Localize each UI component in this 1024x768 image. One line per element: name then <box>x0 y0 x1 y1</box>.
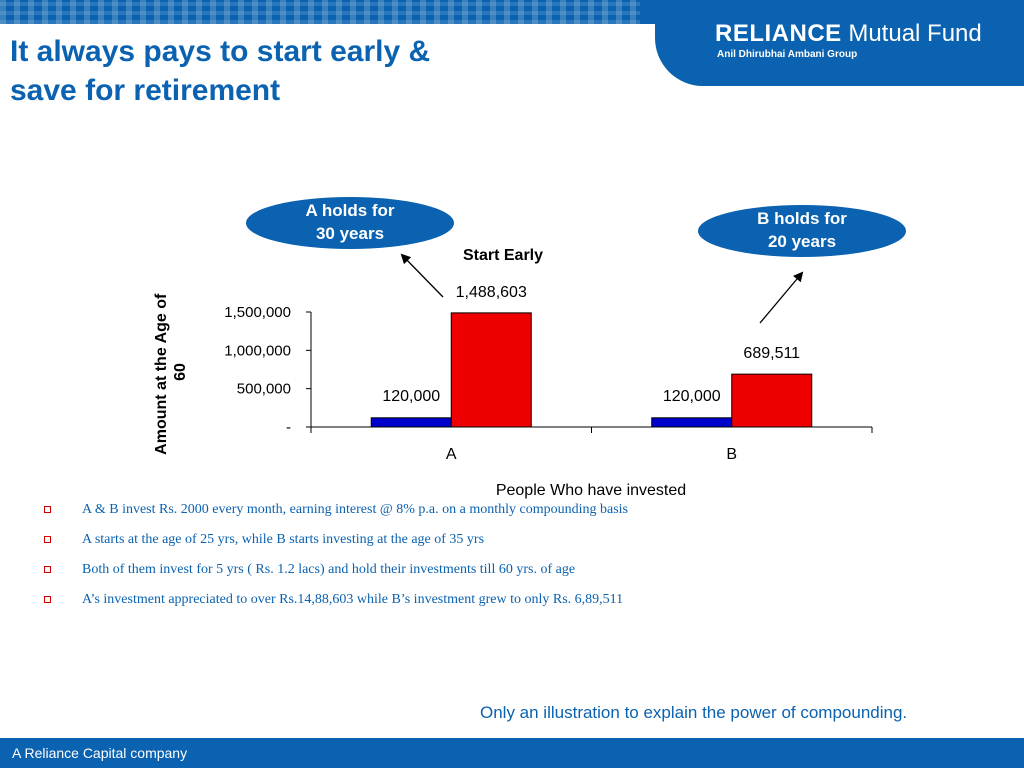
header-pattern <box>0 0 640 24</box>
data-label: 1,488,603 <box>456 284 527 301</box>
y-axis-title-line-1: Amount at the Age of <box>153 293 170 455</box>
chart-title: Start Early <box>463 247 543 264</box>
bullet-item: Both of them invest for 5 yrs ( Rs. 1.2 … <box>44 560 844 590</box>
arrow-a <box>400 253 444 298</box>
data-label: 120,000 <box>663 388 721 405</box>
plot-area: - 500,000 1,000,000 1,500,000 A B 120,000 120,0… <box>224 284 873 463</box>
bullet-square-icon <box>44 506 51 513</box>
bullet-list: A & B invest Rs. 2000 every month, earni… <box>44 500 844 620</box>
bullet-text: A’s investment appreciated to over Rs.14… <box>82 592 624 607</box>
callout-a: A holds for 30 years <box>246 197 454 249</box>
bullet-item: A starts at the age of 25 yrs, while B s… <box>44 530 844 560</box>
bar <box>450 312 532 428</box>
x-tick-label: A <box>446 446 457 463</box>
callout-b-line-1: B holds for <box>757 209 847 228</box>
footnote: Only an illustration to explain the powe… <box>480 703 908 722</box>
title-line-2: save for retirement <box>10 74 281 107</box>
y-axis-title-line-2: 60 <box>172 363 189 381</box>
slide-title: It always pays to start early & save for… <box>10 32 610 110</box>
callout-b: B holds for 20 years <box>698 205 906 257</box>
x-axis-title: People Who have invested <box>496 482 686 499</box>
y-tick-label: 1,000,000 <box>224 342 291 359</box>
callout-a-line-2: 30 years <box>315 224 385 243</box>
bullet-square-icon <box>44 596 51 603</box>
bullet-item: A’s investment appreciated to over Rs.14… <box>44 590 844 620</box>
bullet-text: A starts at the age of 25 yrs, while B s… <box>82 532 485 547</box>
footer-bar: A Reliance Capital company <box>0 738 1024 768</box>
logo-product: Mutual Fund <box>848 20 982 47</box>
bar <box>731 373 813 428</box>
logo-group: Anil Dhirubhai Ambani Group <box>717 49 858 60</box>
callout-a-line-1: A holds for <box>305 201 395 220</box>
y-tick-label: - <box>286 419 291 436</box>
data-label: 689,511 <box>743 345 800 362</box>
bullet-square-icon <box>44 536 51 543</box>
title-line-1: It always pays to start early & <box>10 35 431 68</box>
bullet-text: A & B invest Rs. 2000 every month, earni… <box>82 502 628 517</box>
bullet-square-icon <box>44 566 51 573</box>
footer-company: A Reliance Capital company <box>12 745 188 761</box>
y-tick-label: 1,500,000 <box>224 304 291 321</box>
bar <box>651 417 733 428</box>
y-axis-title: Amount at the Age of 60 <box>153 289 189 455</box>
bullet-text: Both of them invest for 5 yrs ( Rs. 1.2 … <box>82 562 576 577</box>
bar <box>370 417 452 428</box>
logo-brand: RELIANCE <box>715 20 842 47</box>
data-label: 120,000 <box>382 388 440 405</box>
arrow-b <box>759 271 804 324</box>
bullet-item: A & B invest Rs. 2000 every month, earni… <box>44 500 844 530</box>
logo-panel <box>655 0 1024 86</box>
callout-b-line-2: 20 years <box>767 232 837 251</box>
x-tick-label: B <box>726 446 737 463</box>
company-logo: RELIANCE Mutual Fund <box>715 20 982 48</box>
y-tick-label: 500,000 <box>237 381 291 398</box>
